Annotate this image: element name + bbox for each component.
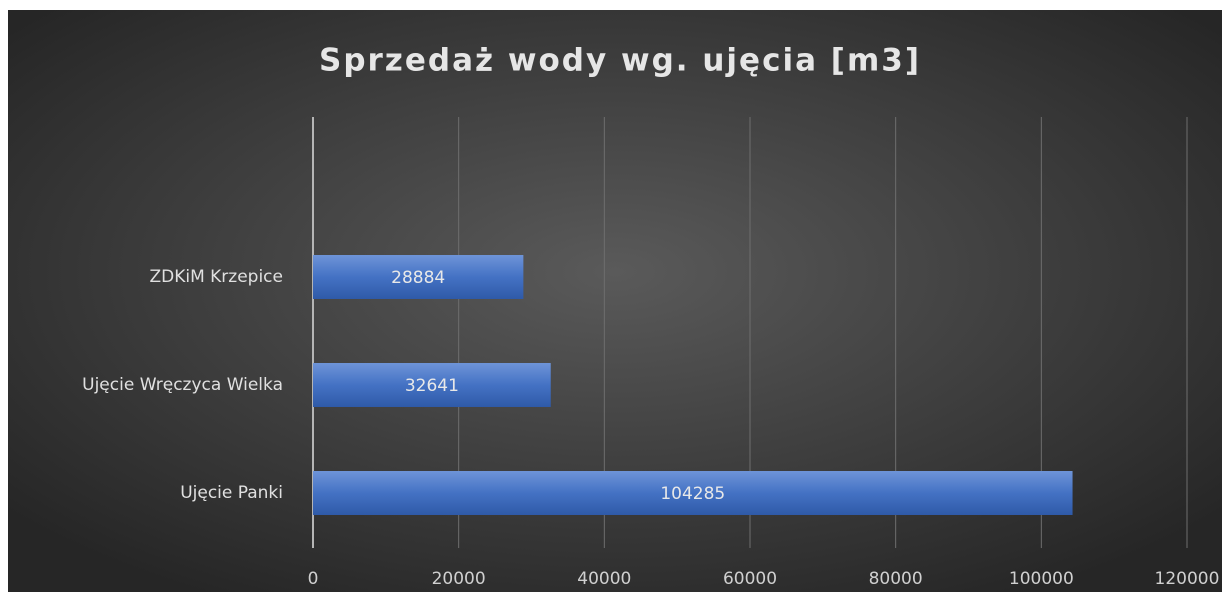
x-tick-label: 120000 [1155,569,1220,589]
data-label: 28884 [391,268,445,288]
x-tick-label: 40000 [577,569,631,589]
y-tick-label: Ujęcie Wręczyca Wielka [82,375,283,395]
x-tick-label: 100000 [1009,569,1074,589]
bar [313,471,1073,515]
x-tick-label: 60000 [723,569,777,589]
y-tick-label: Ujęcie Panki [180,483,283,503]
x-tick-label: 0 [308,569,319,589]
x-tick-label: 80000 [869,569,923,589]
bar [313,255,524,299]
y-tick-label: ZDKiM Krzepice [149,267,283,287]
chart-title: Sprzedaż wody wg. ujęcia [m3] [319,43,921,79]
data-label: 104285 [660,484,725,504]
data-label: 32641 [405,376,459,396]
x-tick-label: 20000 [432,569,486,589]
bar [313,363,551,407]
